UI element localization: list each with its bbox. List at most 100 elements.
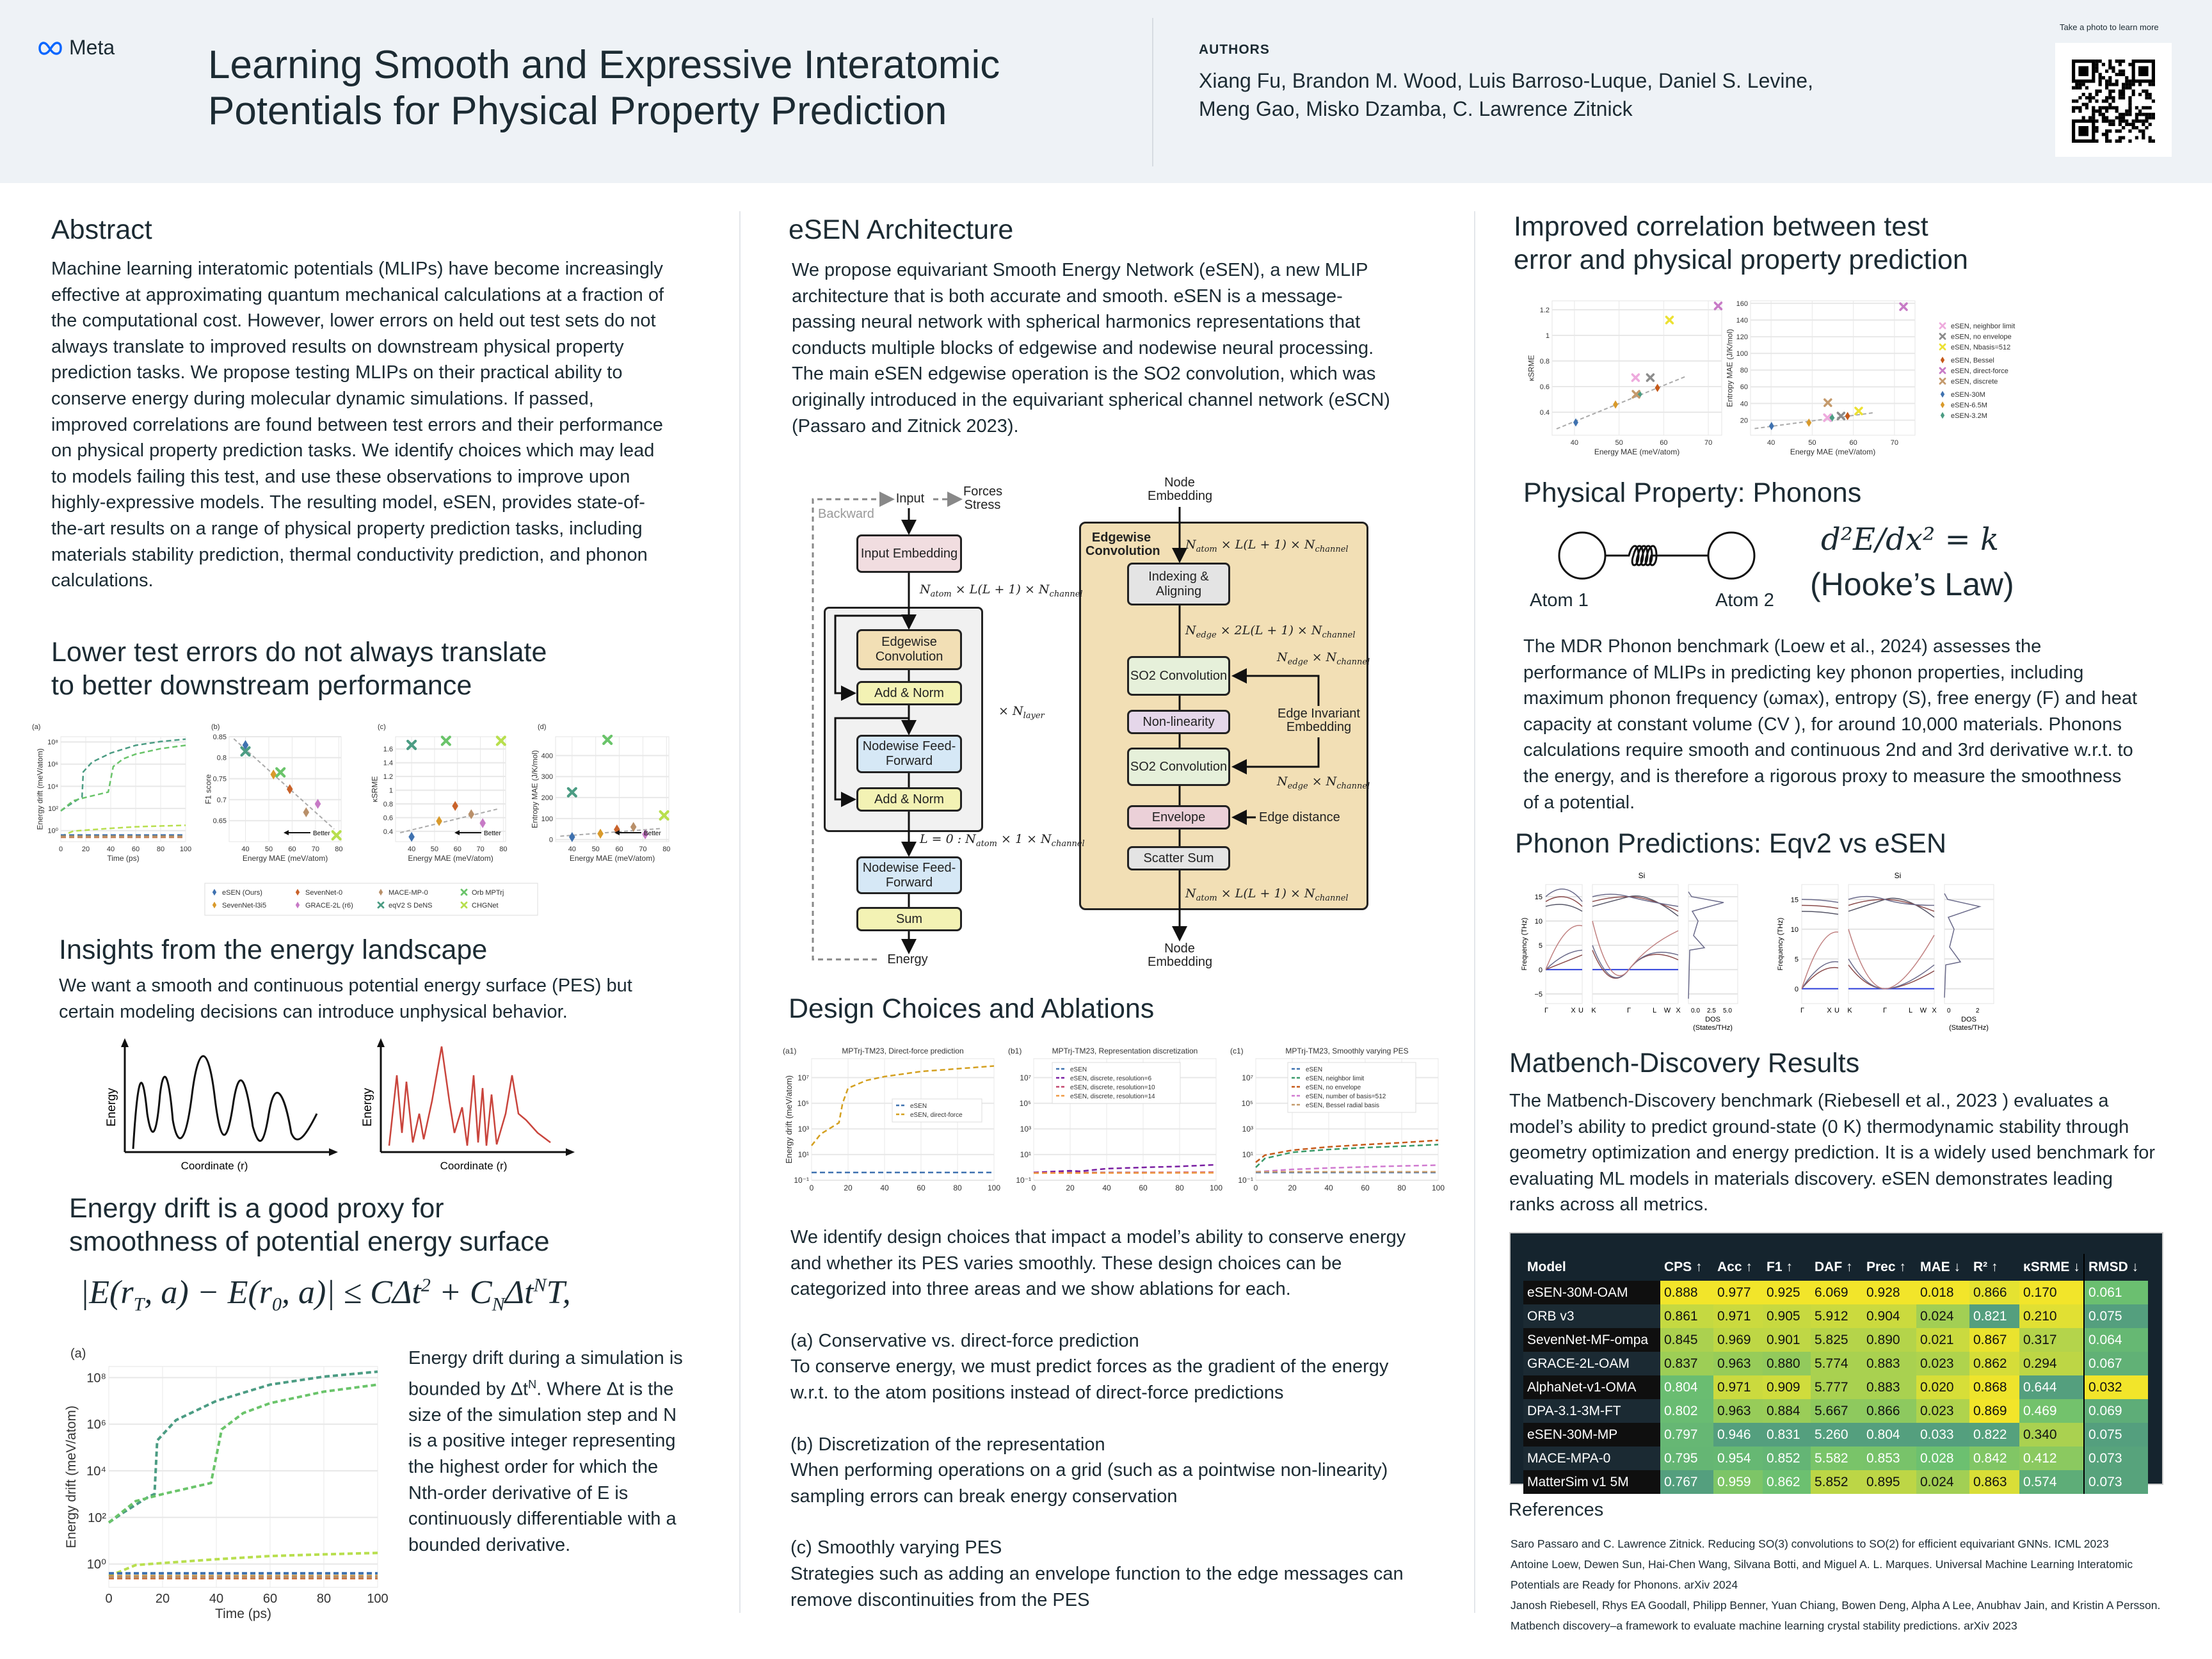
legend-entry: eSEN, direct-force	[910, 1112, 963, 1119]
table-row[interactable]: MatterSim v1 5M 0.767 0.959 0.862 5.852 0.895…	[1523, 1470, 2148, 1494]
y-tick-label: 10⁶	[47, 761, 58, 769]
atom-1-icon	[1558, 531, 1607, 580]
table-row[interactable]: eSEN-30M-OAM 0.888 0.977 0.925 6.069 0.928 0.0…	[1523, 1281, 2148, 1304]
indexing-aligning-block: Indexing & Aligning	[1127, 563, 1230, 605]
metric-cell: 0.023	[1916, 1399, 1969, 1423]
metric-cell: 0.210	[2019, 1304, 2084, 1328]
series-line	[811, 1065, 995, 1146]
better-arrowhead	[454, 830, 460, 835]
metric-cell: 0.861	[1660, 1304, 1713, 1328]
data-point	[597, 828, 604, 839]
column-header[interactable]: CPS ↑	[1664, 1260, 1703, 1274]
chart-corr_s: 40 50 60 70 20 40 60 80 100 120 140 160 Energy MAE (…	[1725, 300, 1916, 456]
x-tick-label: 50	[1615, 439, 1623, 447]
forces-stress-label: Forces Stress	[963, 485, 1003, 512]
panel-label: (b)	[211, 723, 220, 731]
reference-item: Antoine Loew, Dewen Sun, Hai-Chen Wang, …	[1511, 1558, 2133, 1591]
k-point-label: Γ	[1627, 1007, 1631, 1014]
data-point	[642, 829, 648, 840]
correlation-charts: 40 50 60 70 0.4 0.6 0.8 1 1.2 Energy MAE (meV/ato…	[1527, 300, 2015, 456]
chart-fig1a: 0 20 40 60 80 100 10⁰ 10² 10⁴ 10⁶ 10⁸ Time (ps) Ener…	[32, 723, 191, 863]
legend-entry: eSEN	[1070, 1066, 1087, 1073]
input-embedding-block: Input Embedding	[856, 534, 962, 573]
matbench-text: The Matbench-Discovery benchmark (Riebes…	[1509, 1091, 2156, 1215]
k-point-label: K	[1591, 1007, 1596, 1014]
data-point	[1646, 373, 1655, 382]
legend-entry: eSEN, Nbasis=512	[1951, 344, 2010, 351]
column-header[interactable]: Prec ↑	[1866, 1260, 1906, 1274]
metric-cell: 5.774	[1811, 1352, 1863, 1375]
column-header[interactable]: κSRME ↓	[2023, 1260, 2080, 1274]
title-line-2: Potentials for Physical Property Predict…	[208, 89, 947, 133]
trend-line	[399, 808, 499, 834]
y-tick-label: 0.8	[1540, 358, 1550, 365]
heading-line: Improved correlation between test	[1514, 211, 1928, 242]
table-row[interactable]: MACE-MPA-0 0.795 0.954 0.852 5.582 0.853 0.028…	[1523, 1447, 2148, 1470]
band-line	[1848, 895, 1935, 906]
metric-cell: 0.024	[1916, 1304, 1969, 1328]
column-header[interactable]: RMSD ↓	[2083, 1254, 2148, 1281]
metric-cell: 0.073	[2083, 1470, 2148, 1494]
data-point	[212, 888, 217, 896]
non-linearity-block: Non-linearity	[1127, 710, 1230, 734]
data-point	[1713, 301, 1723, 310]
table-row[interactable]: DPA-3.1-3M-FT 0.802 0.963 0.884 5.667 0.866 0.…	[1523, 1399, 2148, 1423]
x-tick-label: 20	[844, 1183, 853, 1192]
y-tick-label: 0.6	[383, 814, 393, 822]
energy-label: Energy	[887, 952, 928, 966]
x-tick-label: 80	[335, 846, 342, 853]
model-name: eSEN-30M-MP	[1523, 1423, 1660, 1447]
data-point	[1939, 333, 1946, 340]
x-tick-label: 0	[105, 1592, 112, 1606]
metric-cell: 5.260	[1811, 1423, 1863, 1447]
k-point-label: Γ	[1883, 1007, 1887, 1014]
table-row[interactable]: ORB v3 0.861 0.971 0.905 5.912 0.904 0.024 0.82…	[1523, 1304, 2148, 1328]
metric-cell: 0.061	[2083, 1281, 2148, 1304]
metric-cell: 0.866	[1863, 1399, 1916, 1423]
legend-entry: eSEN, neighbor limit	[1951, 323, 2015, 330]
legend-box	[204, 883, 538, 916]
dos-line	[1944, 893, 1982, 998]
table-row[interactable]: AlphaNet-v1-OMA 0.804 0.971 0.909 5.777 0.883…	[1523, 1375, 2148, 1399]
data-point	[440, 735, 451, 746]
y-tick-label: 10⁻¹	[794, 1176, 809, 1185]
y-tick-label: 10³	[1020, 1125, 1031, 1134]
column-header[interactable]: Model	[1527, 1260, 1566, 1274]
design-heading: Design Choices and Ablations	[789, 993, 1155, 1024]
x-tick-label: 20	[1066, 1183, 1075, 1192]
metric-cell: 0.853	[1863, 1447, 1916, 1470]
insights-heading: Insights from the energy landscape	[59, 934, 488, 965]
column-header[interactable]: R² ↑	[1973, 1260, 1998, 1274]
x-axis-label: Energy MAE (meV/atom)	[408, 854, 493, 863]
chart-title: Si	[1895, 871, 1902, 880]
metric-cell: 0.866	[1969, 1281, 2019, 1304]
y-tick-label: 10⁻¹	[1016, 1176, 1031, 1185]
metric-cell: 0.294	[2019, 1352, 2084, 1375]
y-axis-label: Energy drift (meV/atom)	[35, 748, 44, 830]
data-point	[1823, 398, 1832, 407]
dos-tick-label: 2	[1976, 1007, 1980, 1014]
model-name: ORB v3	[1523, 1304, 1660, 1328]
column-header[interactable]: Acc ↑	[1717, 1260, 1752, 1274]
column-header[interactable]: F1 ↑	[1767, 1260, 1793, 1274]
table-row[interactable]: GRACE-2L-OAM 0.837 0.963 0.880 5.774 0.883 0.0…	[1523, 1352, 2148, 1375]
column-header[interactable]: MAE ↓	[1920, 1260, 1960, 1274]
table-row[interactable]: SevenNet-MF-ompa 0.845 0.969 0.901 5.825 0.89…	[1523, 1328, 2148, 1352]
qr-code[interactable]	[2055, 43, 2172, 157]
coordinate-axis-label: Coordinate (r)	[440, 1160, 508, 1172]
column-header[interactable]: DAF ↑	[1815, 1260, 1853, 1274]
data-point	[569, 831, 575, 842]
legend-entry: eSEN-30M	[1951, 391, 1985, 399]
band-line	[1801, 966, 1839, 990]
table-row[interactable]: eSEN-30M-MP 0.797 0.946 0.831 5.260 0.804 0.03…	[1523, 1423, 2148, 1447]
data-point	[1631, 390, 1640, 399]
dos-tick-label: 2.5	[1707, 1007, 1716, 1014]
metric-cell: 0.946	[1713, 1423, 1763, 1447]
legend-box	[1287, 1062, 1416, 1113]
y-tick-label: 5	[1795, 956, 1799, 963]
metric-cell: 0.574	[2019, 1470, 2084, 1494]
data-point	[1655, 383, 1660, 392]
y-axis-label: Energy drift (meV/atom)	[784, 1075, 794, 1164]
metric-cell: 0.412	[2019, 1447, 2084, 1470]
metric-cell: 0.033	[1916, 1423, 1969, 1447]
